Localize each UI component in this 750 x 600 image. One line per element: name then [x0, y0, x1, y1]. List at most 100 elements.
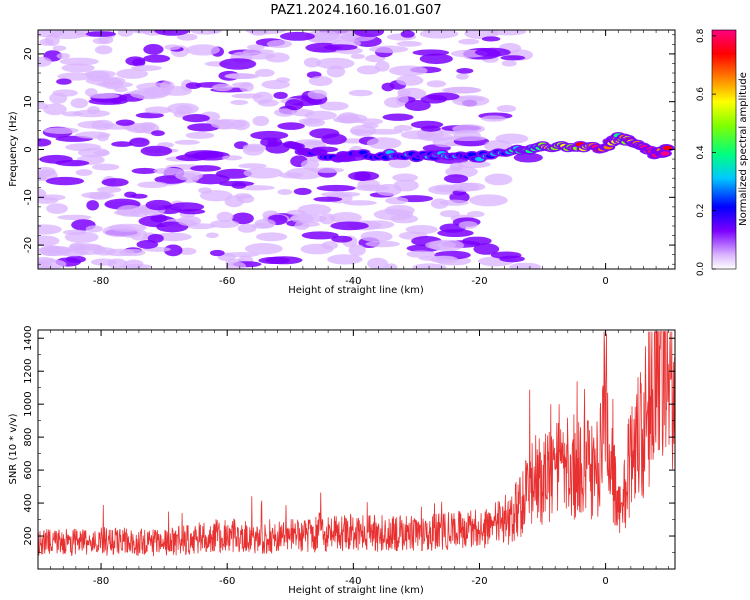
spectral-blob: [481, 115, 506, 122]
spectral-blob: [190, 165, 222, 172]
spectral-blob: [360, 220, 395, 230]
y-tick-label: 200: [23, 526, 34, 545]
spectral-blob: [473, 243, 500, 255]
spectral-blob: [290, 213, 314, 224]
spectral-blob: [143, 44, 164, 55]
spectral-blob: [116, 205, 143, 217]
snr-ticks: -80 -60 -40 -20 0 200 400 600 800 1000 1200 1400: [23, 326, 675, 587]
spectral-blob: [97, 186, 122, 194]
spectral-blob: [395, 93, 409, 106]
spectral-blob: [91, 258, 117, 266]
spectral-blob: [439, 199, 469, 206]
spectral-blob: [124, 191, 137, 198]
spectral-blob: [330, 221, 369, 231]
spectral-blob: [52, 45, 67, 51]
y-tick-label: 0: [23, 146, 34, 152]
spectral-blob: [38, 56, 52, 67]
spectral-blob: [86, 200, 99, 211]
spectral-blob: [350, 128, 368, 135]
spectral-blob: [117, 30, 134, 37]
spectral-blob: [154, 30, 190, 36]
colorbar-ticks: 0.0 0.2 0.4 0.6 0.8: [696, 28, 716, 276]
y-tick-label: 600: [23, 461, 34, 480]
spectral-blob: [426, 80, 446, 88]
colorbar-tick-label: 0.8: [696, 28, 706, 43]
x-tick-label: -40: [345, 576, 361, 587]
spectral-blob: [274, 108, 296, 117]
spectral-blob: [224, 73, 260, 80]
spectral-blob: [91, 163, 120, 171]
spectral-blob: [348, 171, 380, 181]
spectral-blob: [348, 244, 366, 256]
spectral-blob: [267, 137, 283, 147]
spectral-blob: [40, 245, 63, 257]
spectral-blob: [88, 192, 111, 200]
spectral-blob: [303, 57, 321, 68]
spectral-blob: [450, 182, 480, 192]
spectral-blob: [301, 231, 339, 240]
spectral-blob: [300, 243, 334, 255]
spectrogram-ridge: [283, 131, 675, 163]
spectral-blob: [509, 262, 541, 269]
spectral-blob: [265, 52, 290, 63]
spectral-blob: [38, 224, 62, 235]
spectral-blob: [187, 123, 220, 132]
spectral-blob: [231, 212, 254, 225]
spectral-blob: [449, 135, 487, 142]
spectral-blob: [305, 30, 340, 42]
spectral-blob: [499, 255, 525, 263]
spectral-blob: [140, 145, 173, 157]
spectral-blob: [418, 255, 456, 262]
spectral-blob: [182, 114, 210, 123]
spectral-blob: [147, 233, 164, 243]
colorbar-tick-label: 0.4: [696, 145, 706, 160]
spectral-blob: [129, 88, 169, 100]
x-tick-label: -20: [471, 576, 487, 587]
spectral-blob: [55, 159, 90, 167]
spectral-blob: [69, 243, 103, 251]
spectral-blob: [174, 139, 200, 145]
spectral-blob: [353, 30, 385, 38]
spectral-blob: [400, 30, 415, 38]
spectral-blob: [198, 187, 212, 194]
spectral-blob: [513, 152, 543, 163]
spectral-blob: [175, 170, 203, 181]
x-tick-label: -80: [93, 576, 109, 587]
spectral-blob: [326, 65, 346, 78]
spectral-blob: [294, 221, 310, 230]
y-tick-label: 1400: [23, 326, 34, 351]
spectral-blob: [496, 104, 517, 113]
spectral-blob: [70, 98, 88, 109]
spectral-blob: [284, 99, 304, 111]
spectral-blob: [231, 82, 253, 88]
spectral-blob: [244, 243, 283, 255]
spectral-blob: [458, 38, 480, 45]
spectral-blob: [125, 56, 146, 66]
spectral-blob: [59, 57, 99, 66]
spectral-blob: [61, 111, 83, 117]
spectral-blob: [393, 125, 413, 132]
spectral-blob: [38, 166, 56, 177]
spectral-blob: [246, 44, 265, 50]
spectral-blob: [175, 154, 208, 162]
spectral-blob: [57, 72, 94, 81]
spectral-blob: [96, 133, 109, 142]
spectral-blob: [38, 138, 52, 147]
spectral-blob: [319, 101, 349, 111]
colorbar-label: Normalized spectral amplitude: [738, 72, 749, 226]
spectral-blob: [396, 74, 424, 86]
colorbar-tick-label: 0.6: [696, 87, 706, 102]
spectral-blob: [190, 30, 220, 35]
spectrogram-ticks: -80 -60 -40 -20 0 -20 -10 0 10 20: [23, 30, 675, 287]
spectral-blob: [369, 45, 409, 53]
spectral-blob: [458, 221, 478, 229]
x-tick-label: -20: [471, 276, 487, 287]
spectral-blob: [177, 247, 197, 255]
spectral-blob: [45, 176, 85, 186]
spectral-blob: [185, 131, 215, 139]
spectral-blob: [56, 78, 72, 85]
spectral-blob: [388, 65, 428, 76]
spectral-blob: [488, 30, 527, 36]
spectral-blob: [382, 113, 414, 121]
spectral-blob: [373, 208, 414, 221]
